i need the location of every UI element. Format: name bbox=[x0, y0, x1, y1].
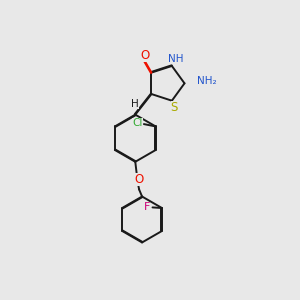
Text: O: O bbox=[140, 49, 149, 62]
Text: Cl: Cl bbox=[132, 118, 142, 128]
Text: S: S bbox=[171, 101, 178, 114]
Text: O: O bbox=[134, 173, 144, 186]
Text: NH₂: NH₂ bbox=[197, 76, 217, 86]
Text: H: H bbox=[131, 99, 139, 110]
Text: NH: NH bbox=[168, 54, 183, 64]
Text: F: F bbox=[143, 202, 150, 212]
